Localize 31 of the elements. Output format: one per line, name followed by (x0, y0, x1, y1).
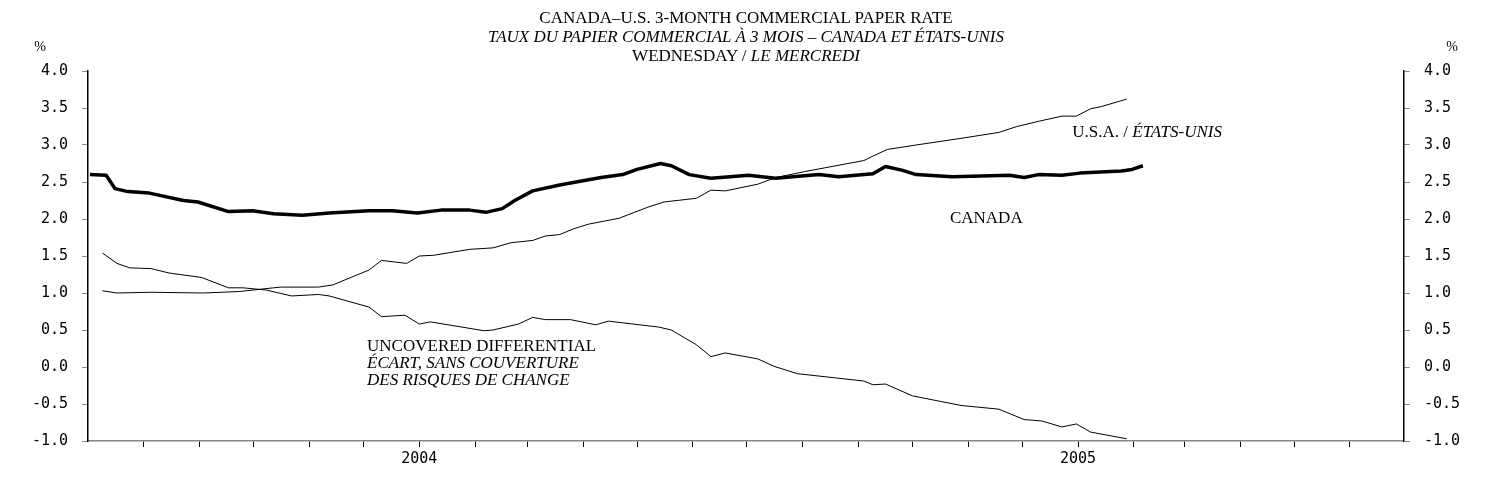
y-tick-label: 0.0 (41, 356, 69, 375)
y-tick-label: -0.5 (32, 393, 69, 412)
y2-axis-title: % (1446, 38, 1459, 54)
y2-tick-label: 2.0 (1423, 208, 1451, 227)
chart-title: CANADA–U.S. 3-MONTH COMMERCIAL PAPER RATE (538, 8, 954, 27)
y-tick-label: 3.0 (41, 134, 69, 153)
y-tick-label: 1.0 (41, 282, 69, 301)
y2-tick-label: -0.5 (1423, 393, 1460, 412)
y-tick-label: 2.0 (41, 208, 69, 227)
x-tick-label: 2004 (401, 448, 438, 467)
y2-tick-label: 1.5 (1423, 245, 1451, 264)
series-label: UNCOVERED DIFFERENTIAL ÉCART, SANS COUVERTURE DES RISQUES DE CHANGE (366, 336, 597, 390)
y-tick-label: -1.0 (32, 430, 69, 449)
y2-tick-label: 0.0 (1423, 356, 1451, 375)
y2-tick-label: -1.0 (1423, 430, 1460, 449)
series-label: U.S.A. / ÉTATS-UNIS (1072, 122, 1223, 142)
x-tick-label: 2005 (1060, 448, 1097, 467)
y-tick-label: 3.5 (41, 97, 69, 116)
chart-subtitle: TAUX DU PAPIER COMMERCIAL À 3 MOIS – CANADA ET ÉTATS-UNIS WEDNESDAY / LE MERCREDI (488, 27, 1004, 65)
y2-tick-label: 2.5 (1423, 171, 1451, 190)
y-axis-title: % (34, 38, 47, 54)
y2-tick-label: 3.0 (1423, 134, 1451, 153)
y2-tick-label: 0.5 (1423, 319, 1451, 338)
y2-tick-label: 3.5 (1423, 97, 1451, 116)
y-tick-label: 2.5 (41, 171, 69, 190)
y-tick-label: 0.5 (41, 319, 69, 338)
series-label: CANADA (949, 208, 1024, 228)
y2-tick-label: 4.0 (1423, 60, 1451, 79)
y-tick-label: 1.5 (41, 245, 69, 264)
y-tick-label: 4.0 (41, 60, 69, 79)
y2-tick-label: 1.0 (1423, 282, 1451, 301)
